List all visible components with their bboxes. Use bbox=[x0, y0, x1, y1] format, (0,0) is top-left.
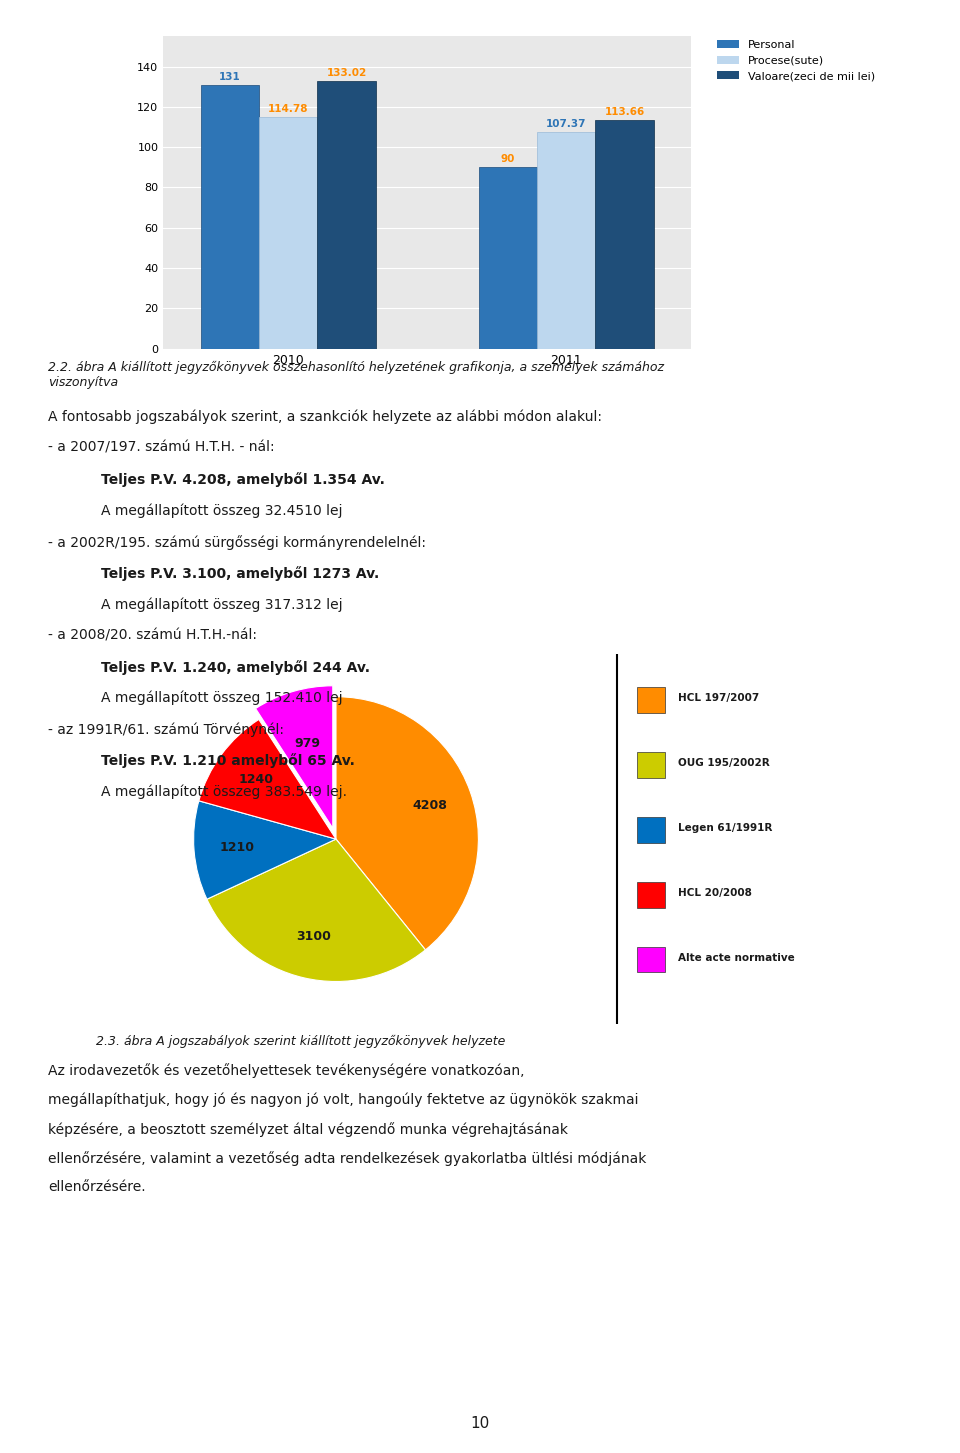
Text: A megállapított összeg 383.549 lej.: A megállapított összeg 383.549 lej. bbox=[101, 785, 347, 799]
Text: megállapíthatjuk, hogy jó és nagyon jó volt, hangoúly fektetve az ügynökök szakm: megállapíthatjuk, hogy jó és nagyon jó v… bbox=[48, 1093, 638, 1107]
Text: 107.37: 107.37 bbox=[546, 119, 587, 129]
Text: HCL 197/2007: HCL 197/2007 bbox=[678, 693, 758, 703]
Text: A fontosabb jogszabályok szerint, a szankciók helyzete az alábbi módon alakul:: A fontosabb jogszabályok szerint, a szan… bbox=[48, 410, 602, 424]
Text: 114.78: 114.78 bbox=[268, 105, 308, 115]
Text: Alte acte normative: Alte acte normative bbox=[678, 953, 794, 963]
Bar bbox=[537, 132, 595, 349]
Wedge shape bbox=[336, 697, 478, 950]
Text: Teljes P.V. 3.100, amelyből 1273 Av.: Teljes P.V. 3.100, amelyből 1273 Av. bbox=[101, 565, 379, 581]
Text: 131: 131 bbox=[219, 71, 241, 81]
Wedge shape bbox=[207, 840, 425, 981]
Text: 4208: 4208 bbox=[413, 799, 447, 812]
Bar bbox=[201, 84, 259, 349]
Text: A megállapított összeg 32.4510 lej: A megállapított összeg 32.4510 lej bbox=[101, 504, 343, 517]
Text: OUG 195/2002R: OUG 195/2002R bbox=[678, 758, 769, 769]
Text: - az 1991R/61. számú Törvénynél:: - az 1991R/61. számú Törvénynél: bbox=[48, 722, 284, 737]
Bar bbox=[259, 118, 318, 349]
Text: 2.2. ábra A kiállított jegyzőkönyvek összehasonlító helyzetének grafikonja, a sz: 2.2. ábra A kiállított jegyzőkönyvek öss… bbox=[48, 360, 664, 373]
Text: HCL 20/2008: HCL 20/2008 bbox=[678, 888, 752, 898]
Bar bbox=[479, 167, 537, 349]
Text: A megállapított összeg 152.410 lej: A megállapított összeg 152.410 lej bbox=[101, 692, 343, 705]
Text: Legen 61/1991R: Legen 61/1991R bbox=[678, 822, 772, 833]
Text: ellenőrzésére, valamint a vezetőség adta rendelkezések gyakorlatba ültlési módjá: ellenőrzésére, valamint a vezetőség adta… bbox=[48, 1151, 646, 1165]
Bar bbox=[637, 753, 665, 777]
Text: 133.02: 133.02 bbox=[326, 68, 367, 77]
Bar bbox=[637, 946, 665, 972]
Wedge shape bbox=[255, 686, 333, 828]
Bar bbox=[637, 687, 665, 713]
Text: Az irodavezetők és vezetőhelyettesek tevékenységére vonatkozóan,: Az irodavezetők és vezetőhelyettesek tev… bbox=[48, 1064, 524, 1078]
Text: ellenőrzésére.: ellenőrzésére. bbox=[48, 1180, 146, 1194]
Text: - a 2002R/195. számú sürgősségi kormányrendelelnél:: - a 2002R/195. számú sürgősségi kormányr… bbox=[48, 535, 426, 549]
Text: képzésére, a beosztott személyzet által végzendő munka végrehajtásának: képzésére, a beosztott személyzet által … bbox=[48, 1122, 568, 1136]
Text: 90: 90 bbox=[500, 154, 515, 164]
Wedge shape bbox=[199, 719, 336, 840]
Text: 2.3. ábra A jogszabályok szerint kiállított jegyzőkönyvek helyzete: 2.3. ábra A jogszabályok szerint kiállít… bbox=[96, 1035, 505, 1048]
Text: 3100: 3100 bbox=[296, 930, 331, 943]
Text: Teljes P.V. 4.208, amelyből 1.354 Av.: Teljes P.V. 4.208, amelyből 1.354 Av. bbox=[101, 472, 385, 487]
Text: 1240: 1240 bbox=[238, 773, 274, 786]
Text: A megállapított összeg 317.312 lej: A megállapított összeg 317.312 lej bbox=[101, 597, 343, 612]
Text: 113.66: 113.66 bbox=[605, 106, 644, 116]
Text: 979: 979 bbox=[295, 737, 321, 750]
Wedge shape bbox=[194, 801, 336, 899]
Legend: Personal, Procese(sute), Valoare(zeci de mii lei): Personal, Procese(sute), Valoare(zeci de… bbox=[712, 36, 879, 86]
Text: Teljes P.V. 1.210 amelyből 65 Av.: Teljes P.V. 1.210 amelyből 65 Av. bbox=[101, 753, 354, 769]
Bar bbox=[318, 80, 375, 349]
Text: - a 2007/197. számú H.T.H. - nál:: - a 2007/197. számú H.T.H. - nál: bbox=[48, 442, 275, 455]
Text: viszonyítva: viszonyítva bbox=[48, 376, 118, 389]
Text: 1210: 1210 bbox=[219, 841, 254, 854]
Text: 10: 10 bbox=[470, 1417, 490, 1431]
Text: - a 2008/20. számú H.T.H.-nál:: - a 2008/20. számú H.T.H.-nál: bbox=[48, 628, 257, 642]
Text: Teljes P.V. 1.240, amelyből 244 Av.: Teljes P.V. 1.240, amelyből 244 Av. bbox=[101, 660, 370, 674]
Bar bbox=[637, 882, 665, 908]
Bar bbox=[637, 817, 665, 843]
Bar bbox=[595, 119, 654, 349]
